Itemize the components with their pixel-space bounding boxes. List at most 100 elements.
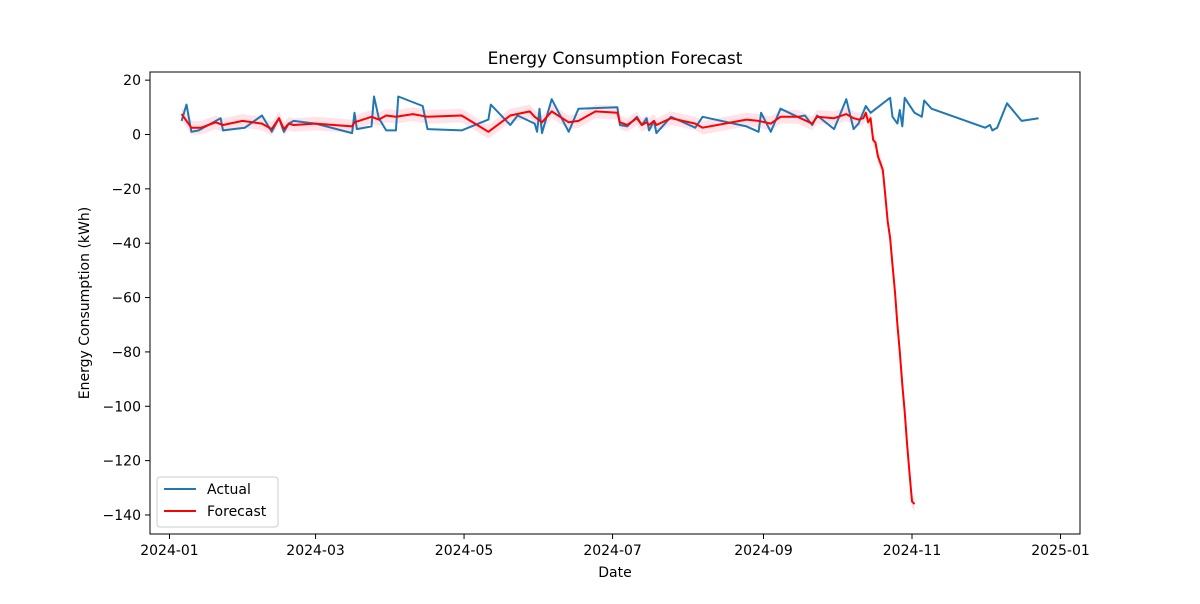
actual-data-point xyxy=(853,128,855,130)
actual-data-point xyxy=(845,98,847,100)
forecast-data-point xyxy=(862,117,864,119)
x-axis-label: Date xyxy=(598,565,631,581)
forecast-data-point xyxy=(899,351,901,353)
forecast-data-point xyxy=(833,117,835,119)
actual-data-point xyxy=(648,129,650,131)
actual-data-point xyxy=(655,132,657,134)
actual-data-point xyxy=(427,128,429,130)
y-tick-label: 0 xyxy=(132,128,141,144)
forecast-data-point xyxy=(892,264,894,266)
forecast-data-point xyxy=(884,193,886,195)
x-tick-label: 2024-09 xyxy=(734,543,793,559)
forecast-data-point xyxy=(190,127,192,129)
actual-data-point xyxy=(551,98,553,100)
forecast-data-point xyxy=(875,142,877,144)
forecast-data-point xyxy=(636,117,638,119)
forecast-data-point xyxy=(816,116,818,118)
legend-forecast-label: Forecast xyxy=(207,504,267,520)
actual-data-point xyxy=(283,131,285,133)
forecast-data-point xyxy=(412,113,414,115)
forecast-data-point xyxy=(354,121,356,123)
forecast-data-point xyxy=(371,116,373,118)
actual-data-point xyxy=(616,106,618,108)
actual-data-point xyxy=(271,131,273,133)
actual-data-point xyxy=(534,123,536,125)
actual-data-point xyxy=(220,117,222,119)
forecast-data-point xyxy=(222,124,224,126)
forecast-data-point xyxy=(646,121,648,123)
forecast-data-point xyxy=(215,121,217,123)
actual-data-point xyxy=(991,129,993,131)
y-tick-label: −140 xyxy=(103,508,141,524)
actual-data-point xyxy=(397,96,399,98)
forecast-data-point xyxy=(288,123,290,125)
chart-title: Energy Consumption Forecast xyxy=(488,49,743,69)
forecast-data-point xyxy=(378,119,380,121)
actual-data-point xyxy=(780,108,782,110)
forecast-data-point xyxy=(616,112,618,114)
forecast-data-point xyxy=(487,131,489,133)
actual-data-point xyxy=(804,115,806,117)
actual-data-point xyxy=(261,115,263,117)
forecast-data-point xyxy=(293,124,295,126)
actual-data-point xyxy=(371,125,373,127)
plot-frame xyxy=(149,71,1081,535)
forecast-data-point xyxy=(278,117,280,119)
actual-data-point xyxy=(578,108,580,110)
actual-data-point xyxy=(1038,117,1040,119)
forecast-data-point xyxy=(914,503,916,505)
actual-data-point xyxy=(539,108,541,110)
legend: Actual Forecast xyxy=(156,476,279,528)
x-tick-label: 2024-05 xyxy=(435,543,494,559)
actual-data-point xyxy=(356,128,358,130)
actual-data-point xyxy=(541,132,543,134)
forecast-data-point xyxy=(578,120,580,122)
forecast-data-point xyxy=(655,124,657,126)
actual-data-point xyxy=(244,127,246,129)
actual-data-point xyxy=(1006,102,1008,104)
actual-data-point xyxy=(914,112,916,114)
actual-data-point xyxy=(190,131,192,133)
forecast-data-point xyxy=(882,169,884,171)
forecast-data-point xyxy=(395,116,397,118)
actual-data-point xyxy=(385,129,387,131)
forecast-data-point xyxy=(529,110,531,112)
actual-data-point xyxy=(395,129,397,131)
forecast-data-point xyxy=(865,112,867,114)
actual-data-point xyxy=(293,120,295,122)
forecast-data-point xyxy=(271,128,273,130)
forecast-data-point xyxy=(283,128,285,130)
forecast-data-point xyxy=(242,120,244,122)
forecast-data-point xyxy=(694,123,696,125)
actual-data-point xyxy=(222,129,224,131)
actual-data-point xyxy=(899,109,901,111)
y-tick-label: −100 xyxy=(103,399,141,415)
forecast-data-point xyxy=(877,155,879,157)
actual-data-point xyxy=(996,127,998,129)
actual-data-point xyxy=(760,112,762,114)
actual-data-point xyxy=(490,104,492,106)
y-tick-label: −40 xyxy=(111,236,141,252)
forecast-data-point xyxy=(461,115,463,117)
forecast-data-point xyxy=(509,115,511,117)
forecast-data-point xyxy=(595,110,597,112)
forecast-data-point xyxy=(385,115,387,117)
actual-data-point xyxy=(896,123,898,125)
forecast-data-point xyxy=(853,117,855,119)
y-tick-label: −60 xyxy=(111,291,141,307)
forecast-data-point xyxy=(648,124,650,126)
plot-layer xyxy=(180,95,1040,511)
x-tick-label: 2024-01 xyxy=(140,543,199,559)
forecast-data-point xyxy=(315,123,317,125)
forecast-data-point xyxy=(758,120,760,122)
actual-data-point xyxy=(181,120,183,122)
actual-data-point xyxy=(889,97,891,99)
actual-data-point xyxy=(619,124,621,126)
forecast-data-point xyxy=(181,113,183,115)
forecast-data-point xyxy=(811,123,813,125)
actual-data-point xyxy=(833,128,835,130)
actual-data-point xyxy=(931,108,933,110)
forecast-data-point xyxy=(534,116,536,118)
actual-data-point xyxy=(646,117,648,119)
